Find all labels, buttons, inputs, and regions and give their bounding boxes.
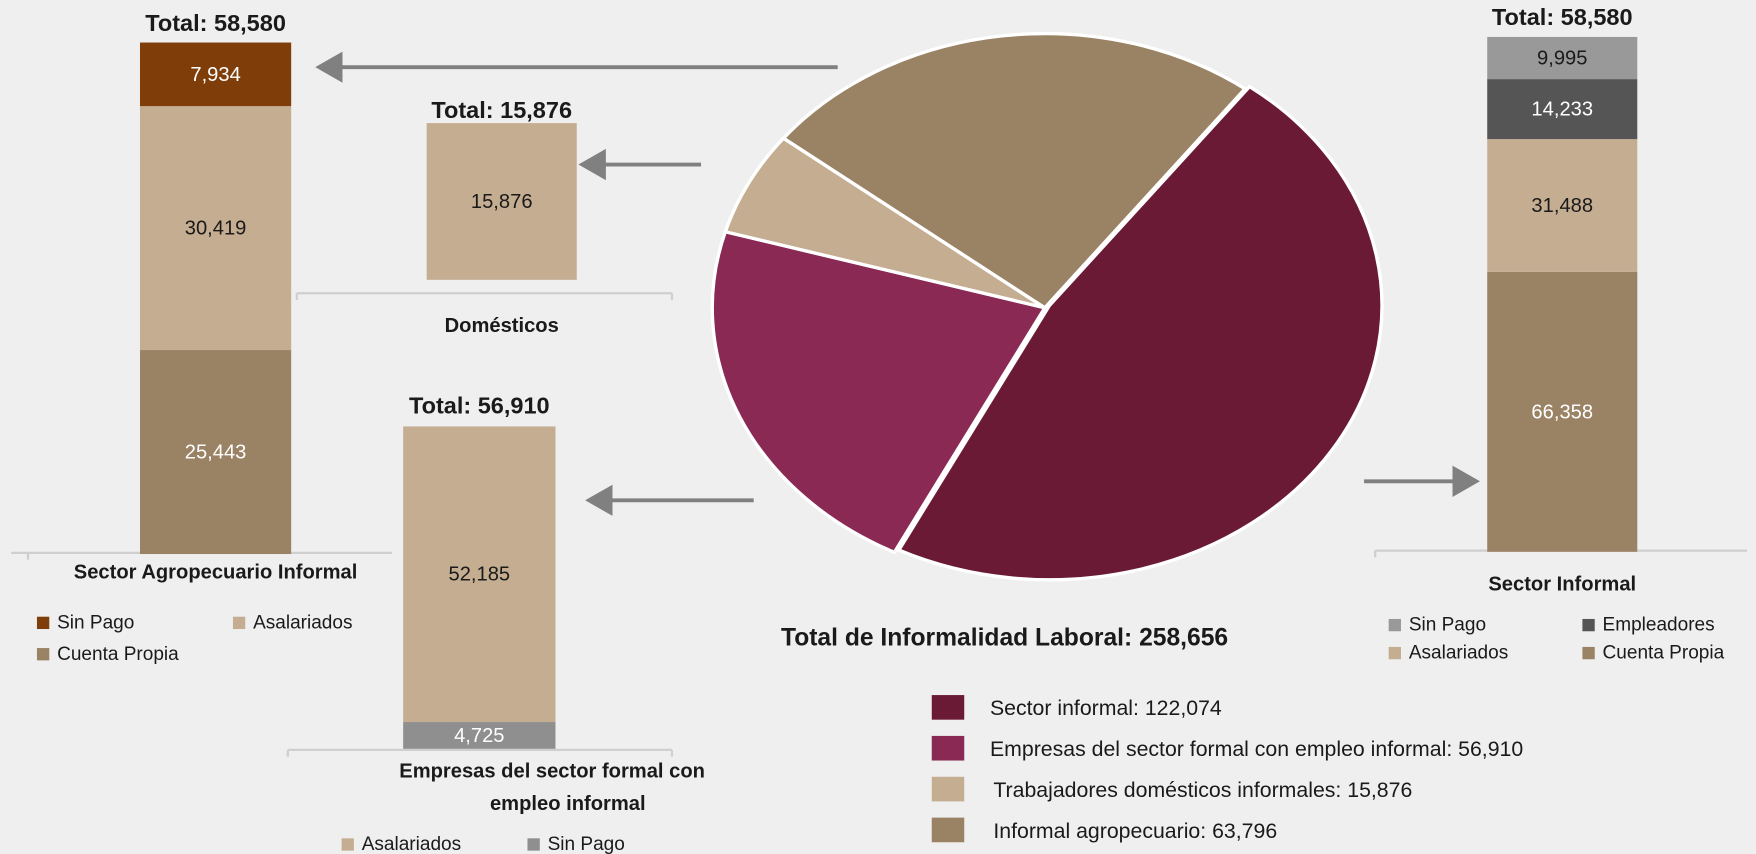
pie-slice [723,136,1046,310]
legend-swatch [341,838,354,851]
legend-label: Empleadores [1603,615,1715,636]
value-label: 52,185 [449,564,511,586]
bar-segment [1487,79,1638,140]
bar-segment [403,722,556,749]
bar-segment [139,106,292,351]
legend-label: Asalariados [253,612,352,633]
legend-label: Empresas del sector formal con empleo in… [990,737,1523,761]
baseline [286,748,674,757]
arrows [315,51,1480,516]
pie-slice [710,229,1048,555]
axis-label: Sector Informal [1488,574,1636,596]
axis-label: Sector Agropecuario Informal [74,561,358,583]
value-label: 31,488 [1531,195,1593,217]
legend-label: Cuenta Propia [1603,643,1725,664]
chart-title: Total de Informalidad Laboral: 258,656 [781,625,1228,652]
value-label: 15,876 [471,191,533,213]
total-label: Total: 56,910 [409,393,550,419]
axis-label: Empresas del sector formal con [399,761,705,783]
legend-swatch [931,695,965,720]
value-label: 25,443 [185,441,247,463]
legend-swatch [36,616,50,630]
legend-swatch [36,648,50,661]
value-label: 30,419 [185,218,247,240]
legend-label: Trabajadores domésticos informales: 15,8… [993,778,1412,802]
total-label: Total: 15,876 [431,97,572,123]
legend-swatch [232,616,246,630]
bar-segment [403,426,556,723]
legend-swatch [1582,646,1595,660]
legend-swatch [931,817,965,843]
bar-segment [139,350,292,555]
legend-swatch [1388,618,1401,632]
legend-swatch [1582,618,1595,632]
legend-swatch [1388,646,1401,660]
pie-slice [896,84,1384,582]
legend-swatch [931,735,965,761]
value-label: 66,358 [1531,401,1593,423]
total-label: Total: 58,580 [1492,4,1633,30]
legend-swatch [931,776,965,802]
value-label: 4,725 [454,725,504,747]
legend-label: Sin Pago [548,834,625,854]
legend-label: Informal agropecuario: 63,796 [993,819,1277,843]
legend-label: Cuenta Propia [57,644,179,665]
bar-segment [1487,139,1638,272]
legend-label: Sin Pago [1409,615,1486,636]
bar-segment [139,42,292,107]
legend-label: Asalariados [362,834,461,854]
value-label: 14,233 [1531,99,1593,121]
total-label: Total: 58,580 [145,10,286,36]
legend-swatch [527,838,540,851]
axis-label: Domésticos [445,315,559,337]
value-label: 7,934 [190,64,240,86]
baseline [295,292,674,300]
legend-label: Asalariados [1409,643,1508,664]
axis-label: empleo informal [490,793,646,815]
bar-segment [1487,271,1638,552]
bar-segment [426,123,577,280]
legend-label: Sector informal: 122,074 [990,696,1222,720]
value-label: 9,995 [1537,47,1587,69]
pie-slice [780,31,1248,310]
bar-segment [1487,36,1638,80]
legend-label: Sin Pago [57,612,134,633]
